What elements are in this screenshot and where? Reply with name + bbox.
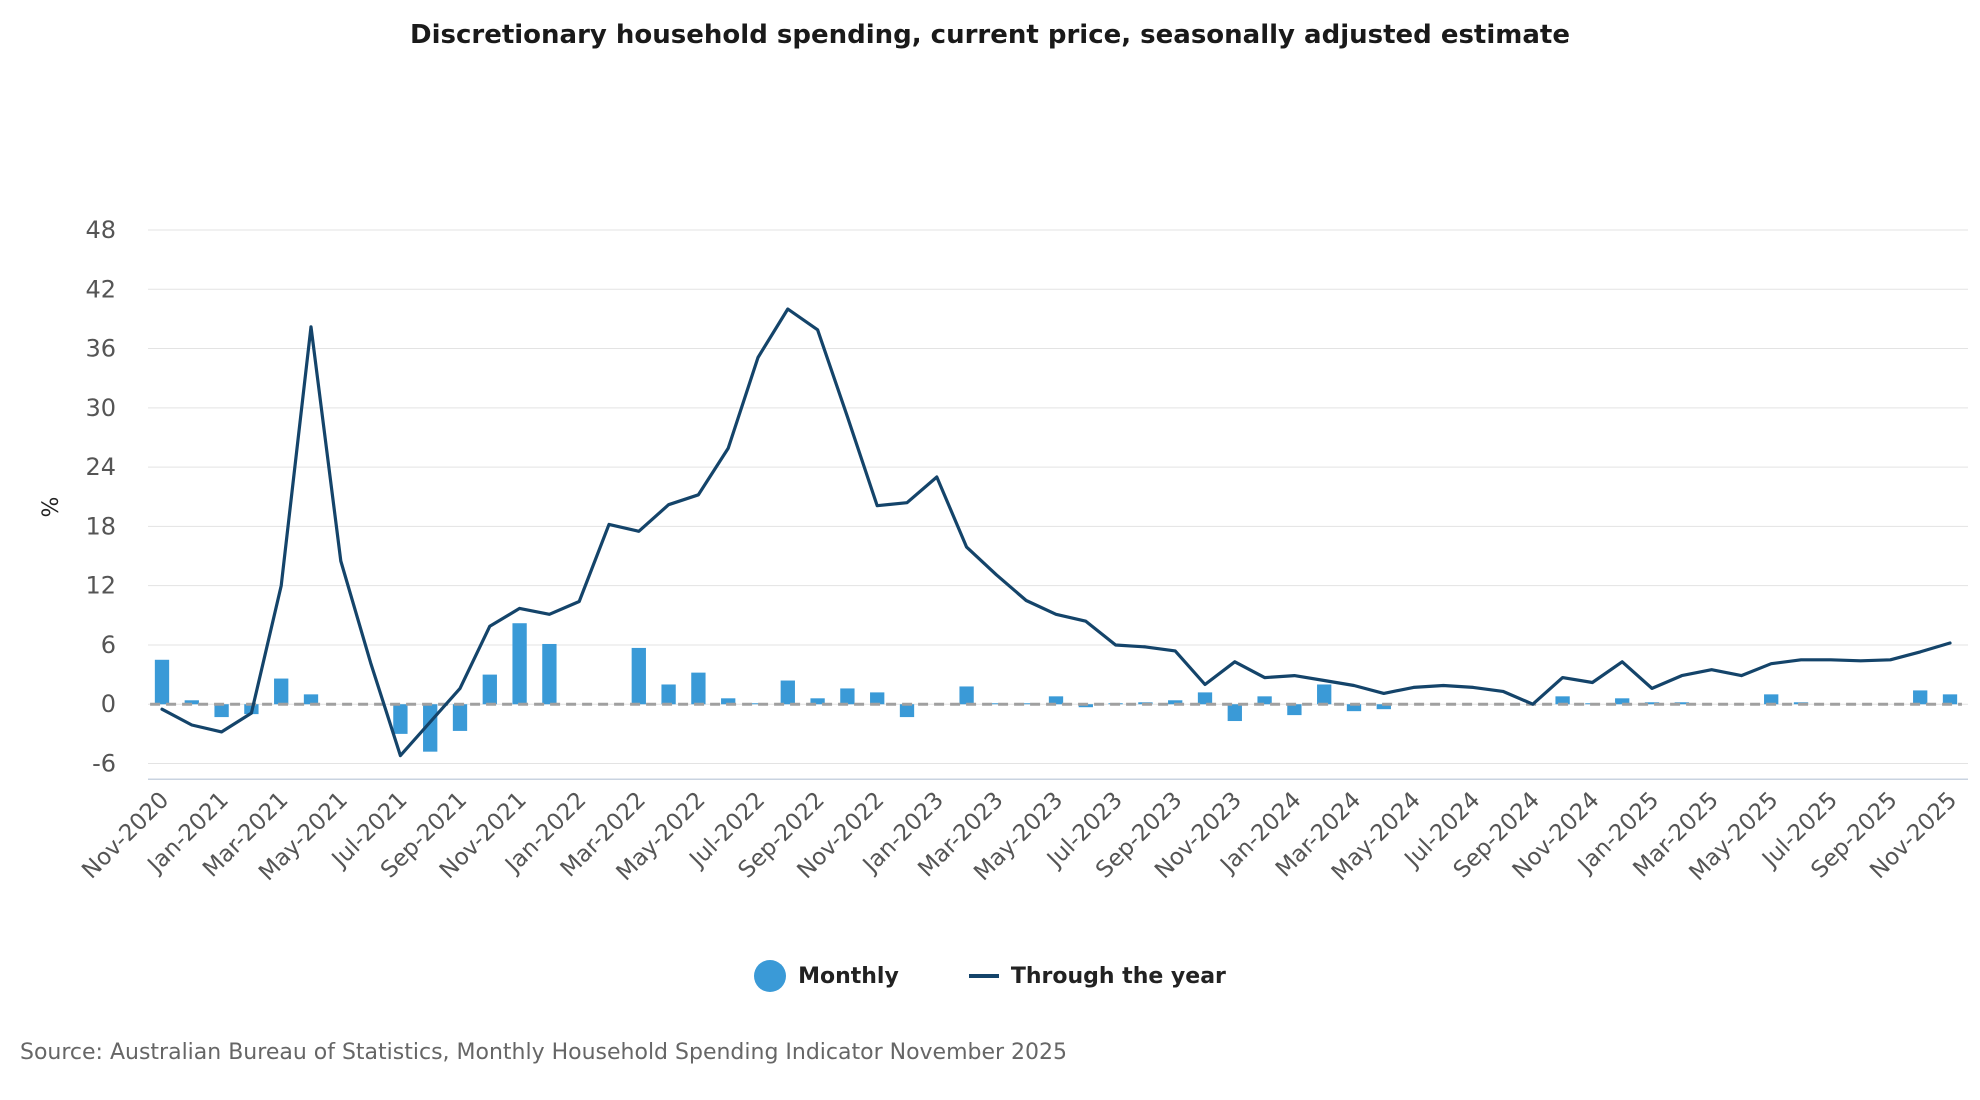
monthly-bar[interactable] <box>1615 698 1630 705</box>
monthly-bar[interactable] <box>1346 704 1362 712</box>
monthly-bar[interactable] <box>1376 704 1391 710</box>
monthly-bar[interactable] <box>214 704 229 718</box>
y-axis-ticks: 48 42 36 30 24 18 12 6 0 -6 <box>85 216 116 778</box>
monthly-bar[interactable] <box>661 684 676 705</box>
monthly-bar[interactable] <box>512 623 527 705</box>
line-marker-icon <box>968 974 999 978</box>
y-tick-label: 24 <box>85 453 116 481</box>
monthly-bar[interactable] <box>1227 704 1242 722</box>
monthly-bar[interactable] <box>482 674 497 705</box>
y-tick-label: 0 <box>101 690 116 718</box>
through-the-year-line <box>160 307 1952 758</box>
monthly-bar[interactable] <box>780 680 795 705</box>
monthly-bar[interactable] <box>1287 704 1302 716</box>
monthly-bar[interactable] <box>1555 696 1570 705</box>
monthly-bar[interactable] <box>1764 694 1779 705</box>
monthly-bars <box>154 623 1958 752</box>
legend: Monthly Through the year <box>0 960 1980 992</box>
monthly-bar[interactable] <box>452 704 468 731</box>
monthly-bar[interactable] <box>274 678 289 705</box>
monthly-bar[interactable] <box>1674 702 1689 705</box>
monthly-bar[interactable] <box>1913 690 1928 705</box>
y-tick-label: 6 <box>101 631 116 659</box>
monthly-bar[interactable] <box>840 688 855 705</box>
through-the-year-line-path[interactable] <box>160 307 1952 758</box>
monthly-bar[interactable] <box>154 659 170 705</box>
legend-label-monthly: Monthly <box>798 963 899 989</box>
monthly-bar[interactable] <box>631 647 646 705</box>
y-tick-label: 48 <box>85 216 116 244</box>
source-note: Source: Australian Bureau of Statistics,… <box>20 1040 1068 1065</box>
monthly-bar[interactable] <box>691 672 706 705</box>
legend-label-through-the-year: Through the year <box>1010 963 1226 989</box>
monthly-bar[interactable] <box>542 643 557 705</box>
monthly-bar[interactable] <box>1644 702 1660 705</box>
y-tick-label: 36 <box>85 335 116 363</box>
monthly-bar[interactable] <box>810 698 825 705</box>
monthly-bar[interactable] <box>1942 694 1958 705</box>
monthly-bar[interactable] <box>1019 703 1034 705</box>
monthly-bar[interactable] <box>1048 696 1064 705</box>
chart-title: Discretionary household spending, curren… <box>410 20 1570 50</box>
monthly-bar[interactable] <box>184 700 199 705</box>
monthly-bar[interactable] <box>989 703 1004 705</box>
monthly-bar[interactable] <box>750 703 766 705</box>
monthly-marker-icon <box>754 960 787 992</box>
legend-item-monthly[interactable]: Monthly <box>754 960 899 992</box>
monthly-bar[interactable] <box>870 692 885 705</box>
y-tick-label: 18 <box>85 512 116 540</box>
monthly-bar[interactable] <box>303 694 319 705</box>
monthly-bar[interactable] <box>1197 692 1213 705</box>
y-tick-label: 42 <box>85 275 116 303</box>
monthly-bar[interactable] <box>393 704 408 734</box>
monthly-bar[interactable] <box>899 704 915 718</box>
monthly-bar[interactable] <box>721 698 736 705</box>
y-tick-label: 30 <box>85 394 116 422</box>
legend-item-through-the-year[interactable]: Through the year <box>968 960 1226 992</box>
monthly-bar[interactable] <box>1317 684 1332 705</box>
y-tick-label: 12 <box>85 572 116 600</box>
y-tick-label: -6 <box>92 750 116 778</box>
monthly-bar[interactable] <box>959 686 974 705</box>
monthly-bar[interactable] <box>1168 700 1183 705</box>
gridlines <box>148 229 1968 781</box>
monthly-bar[interactable] <box>1257 696 1272 705</box>
y-axis-title: % <box>39 497 64 518</box>
x-axis-ticks: Nov-2020Jan-2021Mar-2021May-2021Jul-2021… <box>77 787 1962 886</box>
